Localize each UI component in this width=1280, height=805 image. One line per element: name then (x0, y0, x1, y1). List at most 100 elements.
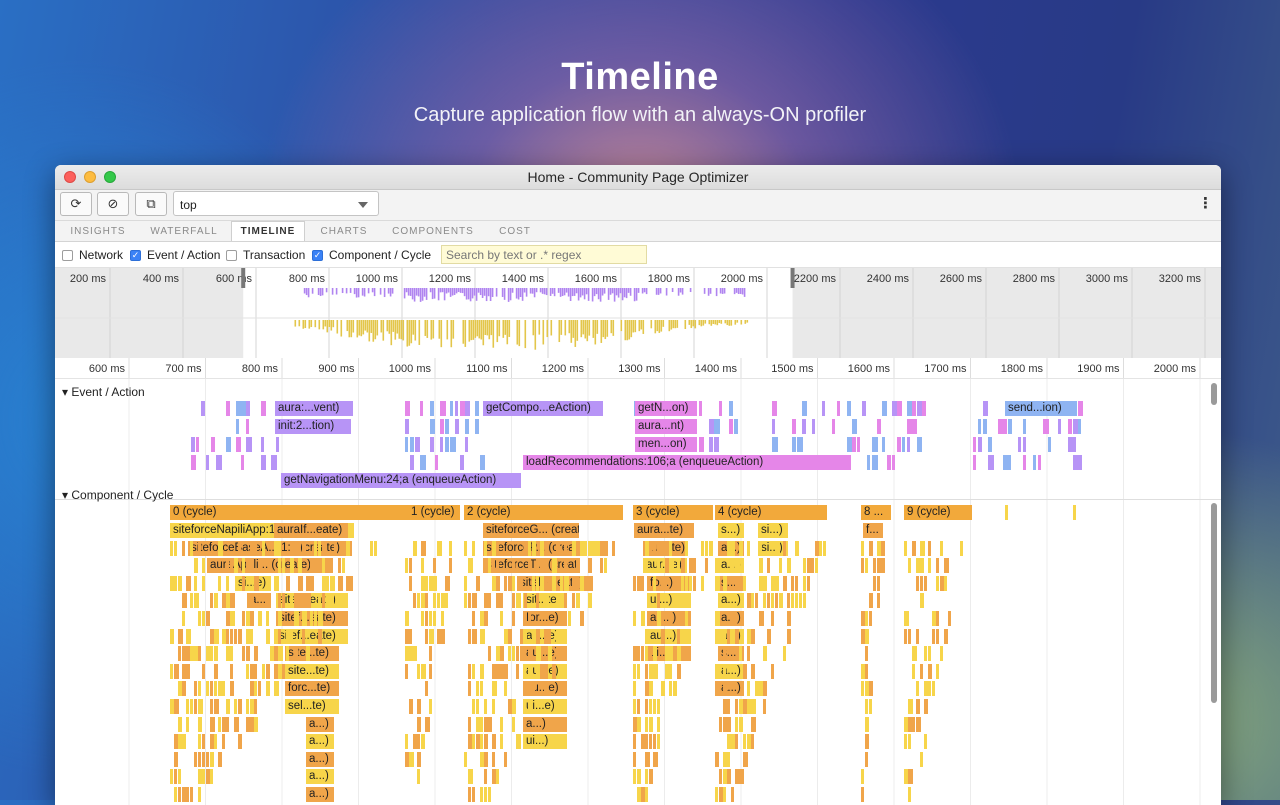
event-sliver[interactable] (430, 401, 434, 416)
event-sliver[interactable] (862, 401, 866, 416)
component-sliver[interactable] (210, 681, 213, 697)
component-sliver[interactable] (421, 663, 426, 679)
component-sliver[interactable] (282, 593, 285, 609)
overview-chart[interactable]: 200 ms 400 ms 600 ms 800 ms 1000 ms 1200 ms 14… (55, 268, 1221, 358)
event-sliver[interactable] (445, 419, 450, 434)
component-sliver[interactable] (186, 716, 189, 732)
component-sliver[interactable] (500, 663, 505, 679)
component-sliver[interactable] (306, 593, 311, 609)
component-sliver[interactable] (472, 663, 476, 679)
component-sliver[interactable] (751, 716, 756, 732)
component-sliver[interactable] (747, 593, 751, 609)
component-sliver[interactable] (912, 540, 916, 556)
component-sliver[interactable] (653, 575, 656, 591)
component-sliver[interactable] (433, 611, 436, 626)
event-sliver[interactable] (1003, 419, 1007, 434)
component-sliver[interactable] (488, 716, 492, 732)
component-sliver[interactable] (480, 681, 483, 697)
component-sliver[interactable] (528, 558, 531, 574)
component-sliver[interactable] (755, 593, 759, 609)
component-sliver[interactable] (924, 575, 927, 591)
component-sliver[interactable] (633, 681, 636, 697)
close-window-button[interactable] (64, 171, 76, 183)
component-sliver[interactable] (657, 699, 661, 714)
component-sliver[interactable] (759, 681, 764, 697)
component-block[interactable]: a...) (306, 787, 334, 802)
component-sliver[interactable] (735, 558, 740, 574)
component-sliver[interactable] (657, 734, 660, 750)
component-sliver[interactable] (464, 751, 468, 767)
component-sliver[interactable] (576, 593, 580, 609)
component-sliver[interactable] (254, 646, 259, 662)
component-sliver[interactable] (528, 681, 533, 697)
component-sliver[interactable] (476, 699, 479, 714)
component-sliver[interactable] (186, 787, 189, 802)
component-sliver[interactable] (940, 575, 944, 591)
component-sliver[interactable] (214, 734, 217, 750)
component-sliver[interactable] (484, 699, 487, 714)
component-sliver[interactable] (262, 663, 266, 679)
component-sliver[interactable] (178, 734, 182, 750)
component-sliver[interactable] (210, 699, 214, 714)
component-sliver[interactable] (873, 558, 877, 574)
component-block[interactable]: s...) (718, 523, 744, 538)
component-sliver[interactable] (330, 593, 335, 609)
event-sliver[interactable] (892, 455, 896, 470)
component-sliver[interactable] (861, 787, 864, 802)
component-sliver[interactable] (723, 663, 727, 679)
event-sliver[interactable] (837, 401, 841, 416)
component-sliver[interactable] (234, 628, 238, 644)
component-sliver[interactable] (198, 734, 201, 750)
component-block[interactable]: f... (863, 523, 883, 538)
component-sliver[interactable] (572, 540, 577, 556)
component-block[interactable]: auraIf...eate) (274, 523, 348, 538)
component-sliver[interactable] (723, 699, 728, 714)
event-sliver[interactable] (236, 437, 241, 452)
component-sliver[interactable] (540, 540, 545, 556)
component-sliver[interactable] (747, 628, 751, 644)
tab-cost[interactable]: COST (499, 225, 531, 237)
component-sliver[interactable] (727, 699, 731, 714)
component-sliver[interactable] (198, 540, 202, 556)
event-sliver[interactable] (709, 419, 714, 434)
component-sliver[interactable] (468, 593, 472, 609)
component-sliver[interactable] (405, 751, 410, 767)
component-sliver[interactable] (318, 540, 321, 556)
component-sliver[interactable] (928, 663, 933, 679)
component-sliver[interactable] (441, 593, 446, 609)
component-sliver[interactable] (920, 751, 923, 767)
component-sliver[interactable] (492, 734, 496, 750)
component-sliver[interactable] (310, 611, 314, 626)
component-sliver[interactable] (480, 787, 484, 802)
component-sliver[interactable] (250, 611, 254, 626)
component-sliver[interactable] (548, 628, 551, 644)
component-sliver[interactable] (904, 611, 909, 626)
component-sliver[interactable] (421, 611, 424, 626)
component-sliver[interactable] (186, 663, 191, 679)
component-sliver[interactable] (916, 716, 921, 732)
component-sliver[interactable] (258, 681, 261, 697)
component-sliver[interactable] (464, 575, 467, 591)
component-sliver[interactable] (677, 611, 681, 626)
component-sliver[interactable] (202, 751, 205, 767)
component-sliver[interactable] (445, 575, 450, 591)
component-sliver[interactable] (759, 558, 764, 574)
component-sliver[interactable] (751, 734, 754, 750)
component-sliver[interactable] (544, 593, 549, 609)
component-sliver[interactable] (685, 540, 689, 556)
component-sliver[interactable] (564, 593, 568, 609)
component-sliver[interactable] (425, 681, 429, 697)
component-sliver[interactable] (508, 646, 511, 662)
component-sliver[interactable] (908, 787, 911, 802)
component-sliver[interactable] (492, 699, 495, 714)
component-sliver[interactable] (865, 663, 868, 679)
event-sliver[interactable] (772, 419, 775, 434)
component-sliver[interactable] (246, 628, 250, 644)
component-sliver[interactable] (865, 751, 869, 767)
component-sliver[interactable] (669, 663, 673, 679)
component-sliver[interactable] (484, 769, 487, 785)
component-sliver[interactable] (815, 558, 818, 574)
component-sliver[interactable] (476, 716, 481, 732)
component-sliver[interactable] (544, 663, 549, 679)
component-sliver[interactable] (689, 558, 694, 574)
